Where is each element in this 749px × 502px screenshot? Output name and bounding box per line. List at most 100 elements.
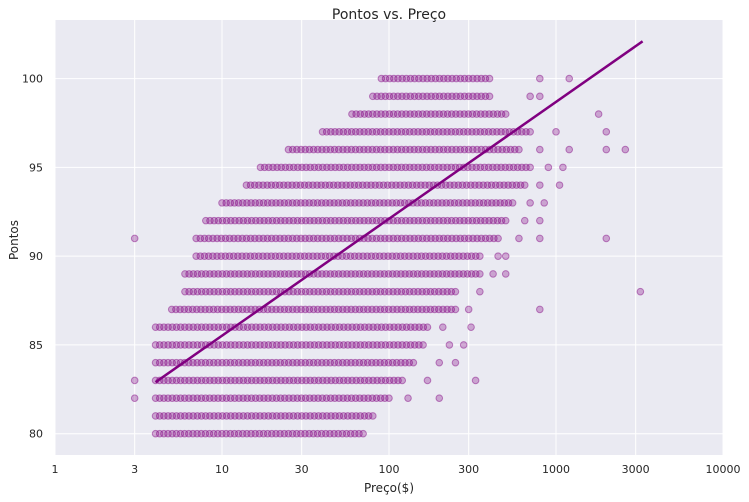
data-point <box>317 429 326 438</box>
data-point <box>472 128 480 136</box>
data-point <box>305 429 313 438</box>
data-point <box>314 341 323 349</box>
data-point <box>348 341 356 349</box>
data-point <box>309 181 317 189</box>
data-point <box>339 412 348 420</box>
data-point <box>305 287 314 296</box>
data-point <box>239 287 248 296</box>
data-point <box>376 234 385 243</box>
data-point <box>463 199 471 207</box>
data-point <box>452 110 460 118</box>
data-point <box>536 92 544 101</box>
data-point <box>388 181 396 189</box>
data-point <box>318 394 327 402</box>
data-point <box>490 234 498 243</box>
data-point <box>338 181 346 189</box>
data-point <box>384 305 393 314</box>
data-point <box>343 163 352 172</box>
data-point <box>218 358 226 367</box>
data-point <box>181 341 189 349</box>
data-point <box>243 341 252 349</box>
data-point <box>334 234 343 243</box>
data-point <box>500 181 508 189</box>
data-point <box>218 323 227 331</box>
data-point <box>423 92 431 101</box>
data-point <box>364 110 373 118</box>
data-point <box>444 92 452 101</box>
data-point <box>268 323 277 331</box>
data-point <box>263 252 271 260</box>
data-point <box>172 358 181 367</box>
data-point <box>452 234 460 243</box>
data-point <box>464 128 472 136</box>
data-point <box>426 270 434 278</box>
data-point <box>409 252 417 260</box>
data-point <box>302 341 310 349</box>
data-point <box>405 358 414 367</box>
data-point <box>210 287 218 296</box>
data-point <box>293 145 301 154</box>
data-point <box>268 216 277 225</box>
data-point <box>483 199 492 207</box>
data-point <box>234 358 243 367</box>
data-point <box>231 341 239 349</box>
data-point <box>456 110 464 118</box>
data-point <box>189 358 197 367</box>
data-point <box>263 199 272 207</box>
data-point <box>410 110 419 118</box>
data-point <box>269 163 277 172</box>
data-point <box>360 128 368 136</box>
data-point <box>310 287 318 296</box>
data-point <box>385 74 394 83</box>
data-point <box>467 252 476 260</box>
data-point <box>180 394 189 402</box>
data-point <box>621 145 630 154</box>
data-point <box>536 234 544 243</box>
data-point <box>318 216 327 225</box>
data-point <box>247 287 256 296</box>
data-point <box>275 252 284 260</box>
data-point <box>398 110 406 118</box>
data-point <box>419 341 427 349</box>
data-point <box>415 323 423 331</box>
data-point <box>302 163 310 172</box>
data-point <box>363 199 372 207</box>
x-tick-label: 3000 <box>622 463 650 476</box>
data-point <box>252 341 260 349</box>
data-point <box>218 394 227 402</box>
data-point <box>285 341 294 349</box>
data-point <box>239 358 247 367</box>
data-point <box>402 92 410 101</box>
data-point <box>285 163 294 172</box>
data-point <box>331 341 340 349</box>
data-point <box>201 305 209 314</box>
data-point <box>268 199 276 207</box>
data-point <box>355 270 364 278</box>
data-point <box>339 234 347 243</box>
data-point <box>347 287 356 296</box>
data-point <box>377 92 385 101</box>
x-tick-label: 30 <box>295 463 309 476</box>
data-point <box>504 199 513 207</box>
data-point <box>520 181 529 189</box>
data-point <box>438 252 447 260</box>
data-point <box>335 412 344 420</box>
data-point <box>231 287 239 296</box>
data-point <box>343 216 352 225</box>
data-point <box>242 252 251 260</box>
data-point <box>168 394 177 402</box>
data-point <box>451 270 459 278</box>
data-point <box>297 199 305 207</box>
data-point <box>247 199 255 207</box>
data-point <box>360 376 369 385</box>
data-point <box>276 429 284 438</box>
data-point <box>206 376 214 385</box>
data-point <box>151 412 160 420</box>
data-point <box>327 376 335 385</box>
data-point <box>405 128 414 136</box>
data-point <box>346 181 355 189</box>
data-point <box>398 92 406 101</box>
data-point <box>452 74 461 83</box>
data-point <box>210 394 218 402</box>
data-point <box>485 216 493 225</box>
